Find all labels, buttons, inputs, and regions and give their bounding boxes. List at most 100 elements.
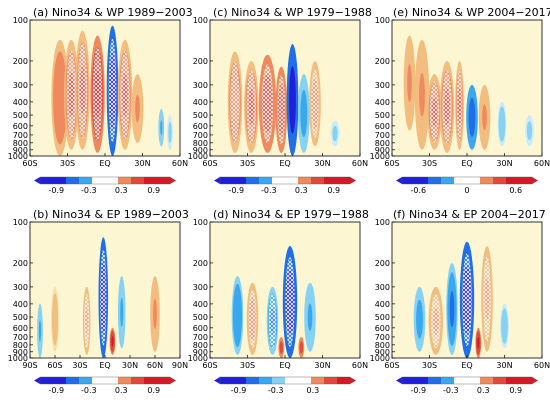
contour-feature-6-level-3 xyxy=(135,94,140,123)
y-tick-label-600: 600 xyxy=(193,324,208,333)
colorbar-segment-4 xyxy=(454,377,468,384)
y-tick-label-1000: 1000 xyxy=(370,354,390,363)
colorbar-arrow-high xyxy=(170,377,176,384)
y-tick-label-800: 800 xyxy=(375,341,390,350)
x-tick-label-60N: 60N xyxy=(352,159,368,168)
y-tick-label-600: 600 xyxy=(193,122,208,131)
colorbar: -0.9 -0.3 0.3 0.9 xyxy=(214,176,356,195)
y-tick-label-800: 800 xyxy=(193,341,208,350)
colorbar-tick-label-0.3: 0.3 xyxy=(115,386,128,395)
x-tick-label-60N: 60N xyxy=(147,361,163,370)
contour-feature-0-level-3 xyxy=(417,306,422,333)
y-tick-label-700: 700 xyxy=(193,333,208,342)
colorbar-arrow-high xyxy=(532,377,538,384)
colorbar-arrow-low xyxy=(396,177,402,184)
colorbar-tick-label-0: 0 xyxy=(464,186,469,195)
colorbar-segment-4 xyxy=(272,377,286,384)
y-tick-label-900: 900 xyxy=(375,146,390,155)
significance-hatch-3 xyxy=(100,249,107,346)
colorbar-tick-label--0.9: -0.9 xyxy=(231,386,247,395)
colorbar-segment-4 xyxy=(92,377,106,384)
colorbar-tick-label--0.9: -0.9 xyxy=(48,386,64,395)
significance-hatch-1 xyxy=(431,293,441,349)
colorbar-segment-9 xyxy=(519,377,533,384)
colorbar-segment-5 xyxy=(105,177,119,184)
x-tick-label-30S: 30S xyxy=(422,361,437,370)
colorbar-frame xyxy=(401,376,533,385)
colorbar: -0.9 -0.3 0.3 0.9 xyxy=(34,376,176,395)
colorbar-segment-8 xyxy=(506,377,520,384)
y-tick-label-1000: 1000 xyxy=(8,354,28,363)
colorbar-arrow-high xyxy=(350,377,356,384)
colorbar-segment-6 xyxy=(298,177,312,184)
colorbar: -0.6 0 0.6 xyxy=(396,176,538,195)
x-tick-label-60N: 60N xyxy=(534,361,550,370)
colorbar-segment-4 xyxy=(454,177,468,184)
panel-title: (a) Nino34 & WP 1989−2003 xyxy=(33,6,193,19)
significance-hatch-5 xyxy=(483,256,491,342)
panel-title: (d) Nino34 & EP 1979−1988 xyxy=(213,208,369,221)
y-tick-label-100: 100 xyxy=(13,218,28,227)
x-tick-label-60S: 60S xyxy=(384,361,399,370)
contour-feature-8-level-3 xyxy=(527,124,532,137)
significance-hatch-2 xyxy=(84,293,90,349)
y-tick-label-300: 300 xyxy=(375,81,390,90)
colorbar-segment-5 xyxy=(285,177,299,184)
contour-feature-7-level-3 xyxy=(333,128,337,139)
colorbar-segment-3 xyxy=(441,177,455,184)
y-tick-label-300: 300 xyxy=(193,81,208,90)
y-tick-label-700: 700 xyxy=(193,131,208,140)
significance-hatch-2 xyxy=(268,293,277,349)
colorbar-segment-6 xyxy=(480,177,494,184)
colorbar-segment-2 xyxy=(246,377,260,384)
colorbar-segment-8 xyxy=(324,177,338,184)
colorbar-segment-7 xyxy=(493,177,507,184)
x-axis: 90S 60S 30S EQ 30N 60N 90N xyxy=(22,355,188,370)
contour-feature-3-level-3 xyxy=(280,343,283,352)
colorbar-segment-1 xyxy=(233,377,247,384)
colorbar-segment-3 xyxy=(79,177,93,184)
x-tick-label-60S: 60S xyxy=(384,159,399,168)
y-tick-label-900: 900 xyxy=(193,348,208,357)
colorbar-tick-label--0.9: -0.9 xyxy=(48,186,64,195)
significance-hatch-1 xyxy=(66,50,77,139)
x-tick-label-30S: 30S xyxy=(422,159,437,168)
x-axis: 60S 30S EQ 30N 60N xyxy=(202,153,368,168)
y-tick-label-200: 200 xyxy=(375,57,390,66)
colorbar-arrow-low xyxy=(214,377,220,384)
colorbar-segment-0 xyxy=(402,377,416,384)
contour-feature-6-level-3 xyxy=(307,303,313,332)
colorbar-segment-1 xyxy=(53,177,67,184)
contour-feature-4-level-3 xyxy=(290,77,295,123)
colorbar-segment-2 xyxy=(428,177,442,184)
colorbar-segment-3 xyxy=(259,177,273,184)
y-tick-label-900: 900 xyxy=(375,348,390,357)
contour-feature-6-level-3 xyxy=(482,104,487,131)
y-tick-label-500: 500 xyxy=(193,313,208,322)
y-tick-label-1000: 1000 xyxy=(370,152,390,161)
colorbar-segment-8 xyxy=(324,377,338,384)
colorbar-tick-label--0.3: -0.3 xyxy=(261,186,277,195)
y-tick-label-700: 700 xyxy=(13,131,28,140)
x-tick-label-EQ: EQ xyxy=(279,159,290,168)
significance-hatch-6 xyxy=(311,69,319,138)
colorbar-segment-8 xyxy=(506,177,520,184)
contour-layer xyxy=(413,241,509,358)
colorbar-segment-6 xyxy=(118,177,132,184)
contour-feature-5-level-3 xyxy=(120,297,124,327)
colorbar-segment-2 xyxy=(428,377,442,384)
colorbar-segment-1 xyxy=(53,377,67,384)
colorbar-segment-5 xyxy=(105,377,119,384)
contour-feature-5-level-3 xyxy=(469,104,475,131)
x-tick-label-60S: 60S xyxy=(202,361,217,370)
colorbar-segment-4 xyxy=(272,177,286,184)
y-tick-label-800: 800 xyxy=(13,139,28,148)
x-axis: 60S 30S EQ 30N 60N xyxy=(384,153,550,168)
y-tick-label-1000: 1000 xyxy=(188,354,208,363)
x-tick-label-30N: 30N xyxy=(314,361,330,370)
